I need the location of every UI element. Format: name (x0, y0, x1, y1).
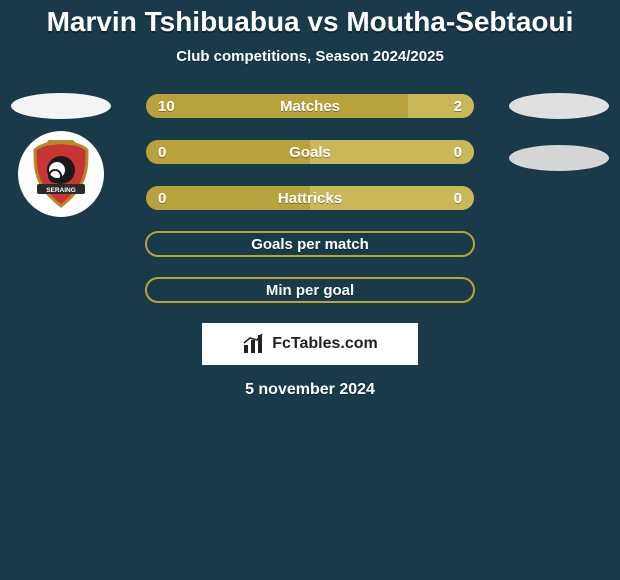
bar-label: Hattricks (146, 186, 474, 210)
stat-bar: Matches10 2 (145, 93, 475, 119)
brand-box: FcTables.com (202, 323, 418, 365)
bar-right-value: 0 (454, 186, 462, 210)
brand-text: FcTables.com (272, 335, 378, 353)
comparison-content: SERAING Matches102Goals00Hattricks00Goal… (0, 93, 620, 303)
stat-bar: Goals per match (145, 231, 475, 257)
crest-banner-text: SERAING (46, 187, 76, 194)
left-player-ellipse (11, 93, 111, 119)
bar-right-value: 0 (454, 140, 462, 164)
comparison-bars: Matches102Goals00Hattricks00Goals per ma… (145, 93, 475, 303)
footer-date: 5 november 2024 (245, 381, 375, 399)
right-player-ellipse-1 (509, 93, 609, 119)
footer: FcTables.com 5 november 2024 (0, 323, 620, 399)
stat-bar: Hattricks0 0 (145, 185, 475, 211)
right-player-column (504, 93, 614, 171)
bar-label: Goals per match (147, 233, 473, 255)
bar-right-value: 2 (454, 94, 462, 118)
bar-left-value: 10 (158, 94, 175, 118)
bar-left-value: 0 (158, 186, 166, 210)
page-title: Marvin Tshibuabua vs Moutha-Sebtaoui (0, 0, 620, 38)
right-player-ellipse-2 (509, 145, 609, 171)
stat-bar: Goals0 0 (145, 139, 475, 165)
left-club-crest: SERAING (18, 131, 104, 217)
bar-label: Min per goal (147, 279, 473, 301)
bar-label: Goals (146, 140, 474, 164)
brand-chart-icon (242, 333, 264, 355)
crest-shield: SERAING (31, 140, 91, 208)
page-subtitle: Club competitions, Season 2024/2025 (0, 48, 620, 65)
bar-label: Matches (146, 94, 474, 118)
left-player-column: SERAING (6, 93, 116, 217)
stat-bar: Min per goal (145, 277, 475, 303)
crest-svg: SERAING (31, 140, 91, 208)
page-root: Marvin Tshibuabua vs Moutha-Sebtaoui Clu… (0, 0, 620, 580)
bar-left-value: 0 (158, 140, 166, 164)
